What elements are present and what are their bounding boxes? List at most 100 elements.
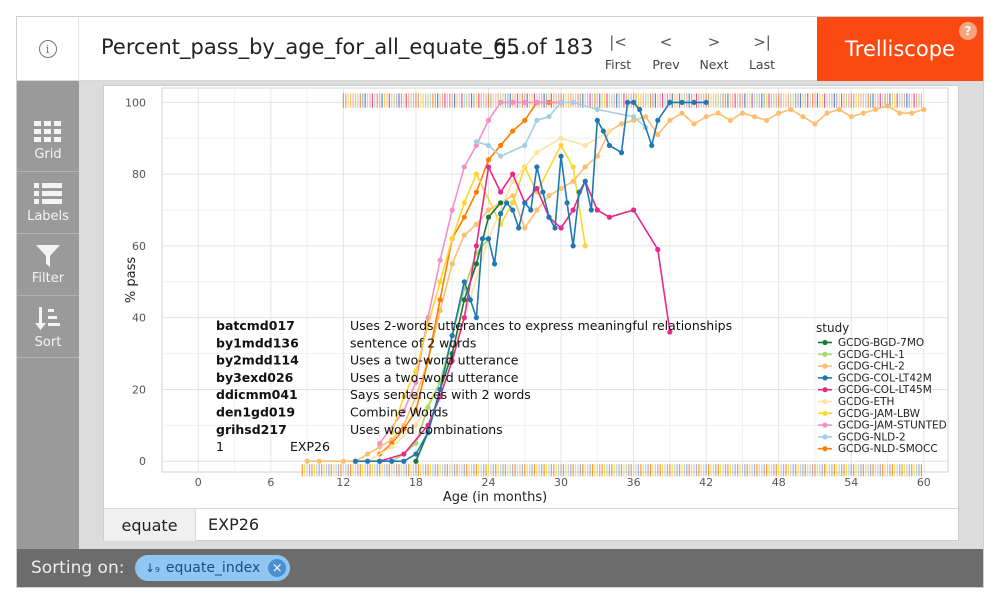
data-point <box>491 261 498 267</box>
data-point <box>564 200 570 206</box>
data-point <box>606 128 613 134</box>
chart-axes: 0 6 12 18 24 30 36 42 48 54 60 0 20 40 60 80 100 Age (in … <box>124 96 931 505</box>
chart-grid <box>161 87 949 473</box>
data-point <box>606 142 613 149</box>
footer: Sorting on: ↓₉ equate_index × <box>17 549 983 587</box>
x-tick-label: 18 <box>409 476 423 489</box>
item-text: Uses 2-words utterances to express meani… <box>350 318 732 333</box>
data-point <box>516 225 522 231</box>
data-point <box>437 386 443 393</box>
legend-title: study <box>816 321 849 335</box>
legend-swatch-point <box>822 375 828 381</box>
data-point <box>497 153 504 159</box>
item-text: sentence of 2 words <box>350 335 476 350</box>
sort-chip[interactable]: ↓₉ equate_index × <box>135 555 291 581</box>
sidebar-item-labels[interactable]: Labels <box>17 173 79 234</box>
first-label: First <box>604 57 632 72</box>
data-point <box>655 246 661 253</box>
panel[interactable]: batcmd017 Uses 2-words utterances to expr… <box>103 85 959 541</box>
legend-swatch-point <box>822 446 828 452</box>
x-tick-label: 42 <box>699 476 713 489</box>
data-point <box>897 110 903 116</box>
item-text: Combine Words <box>350 405 448 420</box>
data-point <box>546 193 552 199</box>
item-list: batcmd017 Uses 2-words utterances to expr… <box>216 318 732 454</box>
legend-label: GCDG-BGD-7MO <box>838 337 924 349</box>
legend-swatch-point <box>822 410 828 416</box>
x-tick-label: 36 <box>627 476 641 489</box>
data-point <box>534 117 540 123</box>
data-point <box>485 117 492 123</box>
data-point <box>637 106 643 113</box>
item-text: Uses a two-word utterance <box>350 370 519 385</box>
data-point <box>558 135 564 141</box>
series-gcdg-col-lt42m <box>352 99 709 464</box>
data-point <box>449 333 455 339</box>
data-point <box>631 117 637 123</box>
data-point <box>764 117 770 123</box>
data-point <box>364 458 371 464</box>
y-tick-label: 80 <box>132 168 146 181</box>
last-button[interactable]: >| Last <box>737 31 787 72</box>
sidebar-item-filter[interactable]: Filter <box>17 235 79 296</box>
sort-icon <box>35 307 60 330</box>
data-point <box>389 429 395 436</box>
data-point <box>510 200 516 206</box>
data-point <box>546 214 552 220</box>
prev-button[interactable]: < Prev <box>641 31 691 72</box>
data-point <box>437 257 443 263</box>
series-gcdg-nld-2 <box>473 99 649 159</box>
legend-swatch-point <box>822 363 828 369</box>
data-point <box>631 207 637 213</box>
data-point <box>606 214 613 220</box>
next-button[interactable]: > Next <box>689 31 739 72</box>
x-tick-label: 6 <box>267 476 274 489</box>
data-point <box>389 458 395 464</box>
x-tick-label: 24 <box>481 476 495 489</box>
data-point <box>570 243 576 249</box>
data-point <box>836 106 842 113</box>
first-button[interactable]: |< First <box>593 31 643 72</box>
data-point <box>352 458 359 464</box>
data-point <box>558 99 564 105</box>
data-point <box>522 117 528 123</box>
data-point <box>667 99 673 105</box>
data-point <box>594 117 600 123</box>
data-point <box>655 117 661 123</box>
page-count: 65 of 183 <box>493 35 594 59</box>
data-point <box>461 164 467 170</box>
grid-icon <box>34 121 61 142</box>
legend-label: GCDG-NLD-2 <box>838 431 906 443</box>
legend-entry: GCDG-NLD-2 <box>818 431 906 443</box>
item-code: by1mdd136 <box>216 335 299 350</box>
trelliscope-brand[interactable]: Trelliscope ? <box>817 17 983 81</box>
data-point <box>715 110 721 116</box>
info-icon: i <box>38 40 57 58</box>
help-icon[interactable]: ? <box>959 22 977 40</box>
sidebar-item-grid[interactable]: Grid <box>17 111 79 172</box>
data-point <box>473 171 479 177</box>
x-axis-label: Age (in months) <box>443 490 547 505</box>
legend-swatch-point <box>822 434 828 440</box>
first-page-icon: |< <box>609 33 627 51</box>
close-icon[interactable]: × <box>268 559 287 577</box>
data-point <box>437 279 443 285</box>
data-point <box>461 232 467 238</box>
info-button[interactable]: i <box>17 17 79 81</box>
data-point <box>461 200 467 206</box>
data-point <box>582 164 588 170</box>
data-point <box>485 157 492 163</box>
data-point <box>485 236 492 242</box>
data-point <box>540 189 546 195</box>
sidebar-item-sort[interactable]: Sort <box>17 297 79 358</box>
grid-label: Grid <box>34 147 62 162</box>
data-point <box>437 297 443 303</box>
legend-swatch-point <box>822 351 828 357</box>
data-point <box>340 458 346 464</box>
data-point <box>461 279 467 285</box>
data-point <box>872 106 879 113</box>
data-point <box>461 214 467 220</box>
chart-rug <box>301 93 922 477</box>
legend-label: GCDG-COL-LT42M <box>838 372 932 384</box>
data-point <box>449 207 455 213</box>
